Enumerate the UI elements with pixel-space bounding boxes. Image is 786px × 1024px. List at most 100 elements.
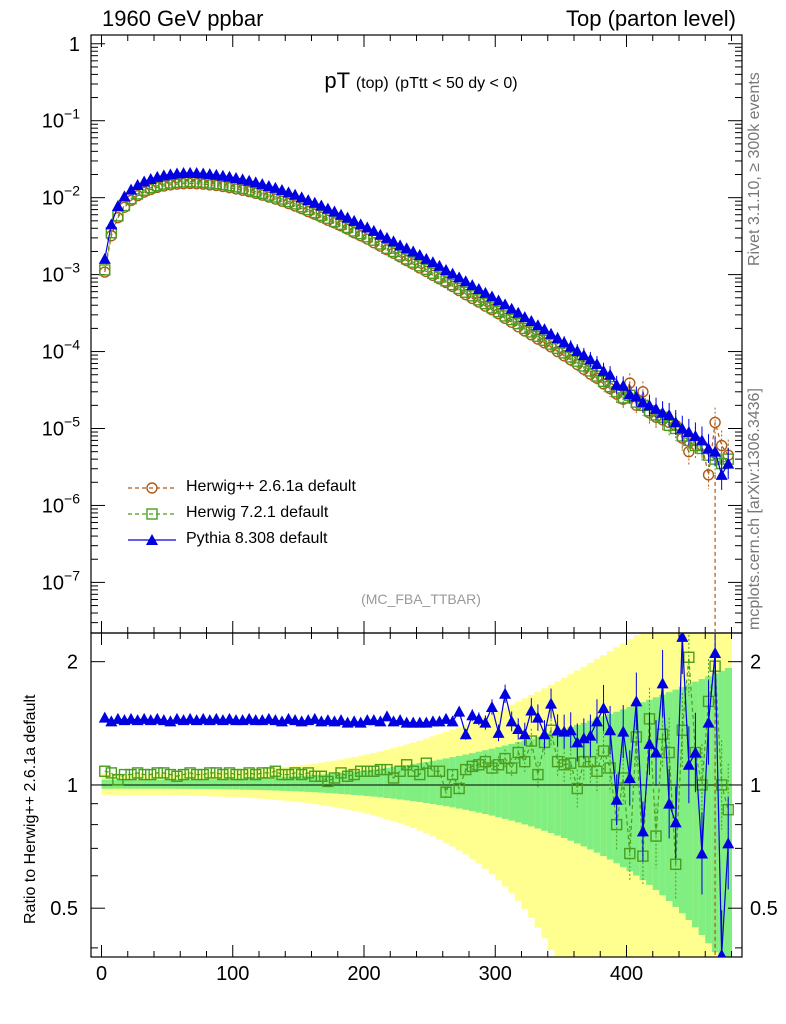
data-point-triangle bbox=[505, 715, 518, 727]
data-point-square bbox=[282, 768, 295, 781]
data-point-square bbox=[381, 242, 393, 254]
data-point-triangle bbox=[466, 709, 479, 721]
ratio-band-inner bbox=[252, 778, 260, 790]
data-point-triangle bbox=[689, 429, 702, 441]
y-tick-base: 10 bbox=[42, 419, 64, 441]
data-point-square bbox=[269, 765, 282, 777]
data-point-square bbox=[420, 263, 433, 276]
data-point-triangle bbox=[512, 306, 525, 318]
data-point-square bbox=[400, 253, 413, 265]
data-point-triangle bbox=[308, 196, 321, 208]
data-point-triangle bbox=[335, 208, 348, 220]
ratio-band-inner bbox=[554, 731, 562, 836]
data-point-triangle bbox=[275, 183, 288, 195]
x-tick-label: 300 bbox=[479, 963, 512, 985]
ratio-y-tick-label-right: 1 bbox=[750, 775, 761, 797]
data-point-triangle bbox=[453, 271, 466, 283]
data-point-square bbox=[473, 294, 485, 306]
data-point-triangle bbox=[630, 390, 643, 402]
x-tick-label: 400 bbox=[610, 963, 643, 985]
ratio-y-tick-label-left: 1 bbox=[67, 775, 78, 797]
data-point-triangle bbox=[518, 311, 531, 323]
data-point-square bbox=[532, 330, 544, 342]
data-point-triangle bbox=[354, 218, 367, 230]
data-point-triangle bbox=[512, 722, 525, 734]
data-point-square bbox=[486, 762, 498, 774]
ratio-band-inner bbox=[357, 770, 365, 796]
data-point-circle bbox=[702, 469, 715, 481]
ratio-band-inner bbox=[403, 765, 411, 801]
data-point-triangle bbox=[125, 183, 138, 195]
ratio-band-inner bbox=[449, 757, 457, 808]
data-point-triangle bbox=[623, 388, 636, 400]
y-tick-exponent: −3 bbox=[64, 260, 80, 276]
ratio-band-inner bbox=[567, 727, 575, 841]
data-point-triangle bbox=[492, 294, 505, 306]
data-point-triangle bbox=[459, 275, 472, 287]
data-point-square bbox=[565, 757, 577, 769]
y-tick-base: 1 bbox=[69, 34, 80, 56]
data-point-triangle bbox=[610, 793, 623, 805]
data-point-triangle bbox=[146, 534, 158, 545]
data-point-triangle bbox=[617, 725, 630, 737]
data-point-triangle bbox=[604, 724, 617, 736]
ratio-band-inner bbox=[311, 774, 319, 793]
y-tick-base: 10 bbox=[42, 495, 64, 517]
ratio-band-inner bbox=[121, 779, 129, 789]
legend-sample bbox=[128, 482, 176, 494]
y-tick-exponent: −5 bbox=[64, 414, 80, 430]
data-point-square bbox=[505, 762, 518, 774]
data-point-square bbox=[105, 767, 118, 779]
data-point-square bbox=[400, 759, 413, 771]
data-point-triangle bbox=[584, 729, 597, 741]
data-point-square bbox=[177, 768, 190, 781]
y-tick-label: 10−6 bbox=[42, 490, 80, 517]
data-point-triangle bbox=[262, 179, 275, 191]
data-point-triangle bbox=[472, 712, 485, 724]
data-point-square bbox=[387, 772, 400, 784]
data-point-triangle bbox=[374, 228, 387, 240]
data-point-square bbox=[361, 765, 373, 777]
data-point-square bbox=[420, 757, 433, 769]
data-point-triangle bbox=[702, 716, 715, 728]
y-tick-label: 10−1 bbox=[42, 106, 80, 133]
data-point-square bbox=[171, 770, 183, 782]
data-point-triangle bbox=[682, 758, 695, 770]
y-tick-base: 10 bbox=[42, 111, 64, 133]
data-point-circle bbox=[715, 439, 728, 452]
series-pythia bbox=[98, 166, 735, 490]
data-point-triangle bbox=[387, 235, 400, 247]
data-point-triangle bbox=[446, 267, 459, 279]
data-point-square bbox=[466, 760, 478, 773]
data-point-triangle bbox=[551, 332, 564, 344]
data-point-square bbox=[519, 755, 531, 768]
data-point-square bbox=[146, 508, 158, 520]
collision-energy-label: 1960 GeV ppbar bbox=[102, 6, 264, 31]
data-point-triangle bbox=[663, 408, 676, 420]
data-point-square bbox=[190, 768, 203, 781]
y-tick-label: 10−5 bbox=[42, 414, 80, 441]
x-tick-label: 0 bbox=[96, 963, 107, 985]
data-point-triangle bbox=[98, 252, 111, 264]
y-tick-label: 10−4 bbox=[42, 337, 80, 364]
legend-sample bbox=[128, 534, 176, 545]
data-point-triangle bbox=[545, 697, 558, 709]
ratio-band-inner bbox=[659, 694, 667, 896]
ratio-band-inner bbox=[265, 777, 273, 791]
ratio-band-inner bbox=[304, 775, 312, 792]
data-point-square bbox=[256, 767, 268, 779]
ratio-band-inner bbox=[318, 774, 326, 793]
series-herwigpp-line bbox=[104, 182, 729, 475]
data-point-triangle bbox=[466, 279, 479, 291]
data-point-triangle bbox=[590, 357, 603, 369]
ratio-band-inner bbox=[469, 753, 477, 812]
data-point-triangle bbox=[440, 263, 453, 275]
data-point-square bbox=[302, 767, 314, 779]
data-point-square bbox=[217, 768, 229, 781]
title-extra: (pTtt < 50 dy < 0) bbox=[394, 75, 518, 92]
data-point-square bbox=[204, 767, 216, 779]
data-point-triangle bbox=[597, 364, 610, 376]
ratio-band-inner bbox=[423, 761, 431, 804]
data-point-square bbox=[289, 767, 301, 779]
data-point-square bbox=[250, 768, 262, 781]
